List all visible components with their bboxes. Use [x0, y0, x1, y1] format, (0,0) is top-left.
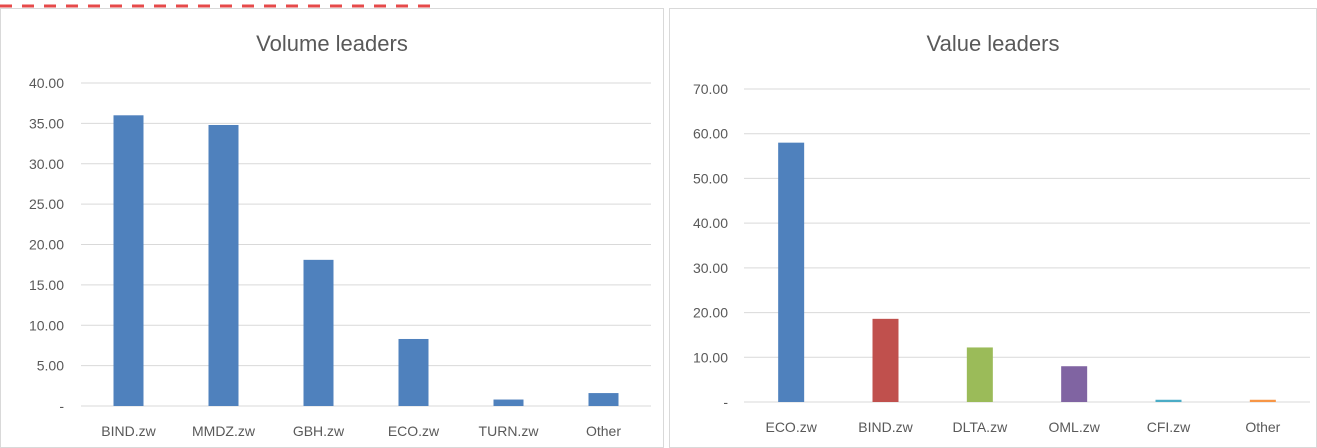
- volume-leaders-chart: Volume leaders - 5.00 10.00 15.00 20.00 25.00…: [0, 8, 664, 448]
- value-leaders-plot: - 10.00 20.00 30.00 40.00 50.00 60.00 70.00 ECO.…: [693, 81, 1310, 435]
- x-tick-label: ECO.zw: [765, 419, 817, 435]
- y-tick-label: 15.00: [29, 277, 64, 293]
- dashed-strip-graphic: [0, 4, 440, 8]
- x-tick-label: ECO.zw: [388, 423, 440, 439]
- bar-bind-zw: [872, 318, 899, 402]
- x-tick-label: CFI.zw: [1147, 419, 1191, 435]
- y-tick-label: 50.00: [693, 170, 728, 186]
- x-tick-label: GBH.zw: [293, 423, 345, 439]
- y-tick-label: 30.00: [29, 156, 64, 172]
- volume-leaders-plot: - 5.00 10.00 15.00 20.00 25.00 30.00 35.00 40.00…: [29, 75, 651, 439]
- bar-oml-zw: [1061, 366, 1088, 402]
- bar-mmdz-zw: [208, 124, 239, 407]
- bar-gbh-zw: [303, 259, 334, 406]
- y-tick-label: -: [59, 398, 64, 414]
- chart-title: Value leaders: [926, 31, 1060, 56]
- x-tick-label: Other: [1245, 419, 1280, 435]
- value-leaders-chart: Value leaders - 10.00 20.00 30.00 40.00 50.00…: [669, 8, 1317, 448]
- y-tick-label: 20.00: [693, 305, 728, 321]
- bar-eco-zw: [778, 142, 805, 402]
- bar-eco-zw: [398, 338, 429, 406]
- y-tick-label: 30.00: [693, 260, 728, 276]
- y-tick-label: 40.00: [29, 75, 64, 91]
- y-tick-label: 10.00: [29, 317, 64, 333]
- y-tick-label: 5.00: [37, 358, 64, 374]
- y-tick-label: 40.00: [693, 215, 728, 231]
- x-tick-label: TURN.zw: [479, 423, 540, 439]
- x-tick-label: BIND.zw: [858, 419, 913, 435]
- bar-other: [588, 393, 619, 406]
- y-tick-label: 35.00: [29, 115, 64, 131]
- y-tick-label: 70.00: [693, 81, 728, 97]
- bar-cfi-zw: [1155, 399, 1182, 402]
- x-tick-label: OML.zw: [1048, 419, 1100, 435]
- bar-other: [1249, 399, 1276, 402]
- x-tick-label: BIND.zw: [101, 423, 156, 439]
- top-dashed-strip: [0, 0, 1317, 10]
- bar-bind-zw: [113, 115, 144, 407]
- y-tick-label: 20.00: [29, 237, 64, 253]
- y-tick-label: -: [723, 394, 728, 410]
- x-tick-label: Other: [586, 423, 621, 439]
- y-tick-label: 10.00: [693, 349, 728, 365]
- y-tick-label: 25.00: [29, 196, 64, 212]
- x-tick-label: DLTA.zw: [952, 419, 1008, 435]
- bar-dlta-zw: [966, 347, 993, 402]
- y-tick-label: 60.00: [693, 126, 728, 142]
- bar-turn-zw: [493, 399, 524, 406]
- x-tick-label: MMDZ.zw: [192, 423, 256, 439]
- chart-title: Volume leaders: [256, 31, 408, 56]
